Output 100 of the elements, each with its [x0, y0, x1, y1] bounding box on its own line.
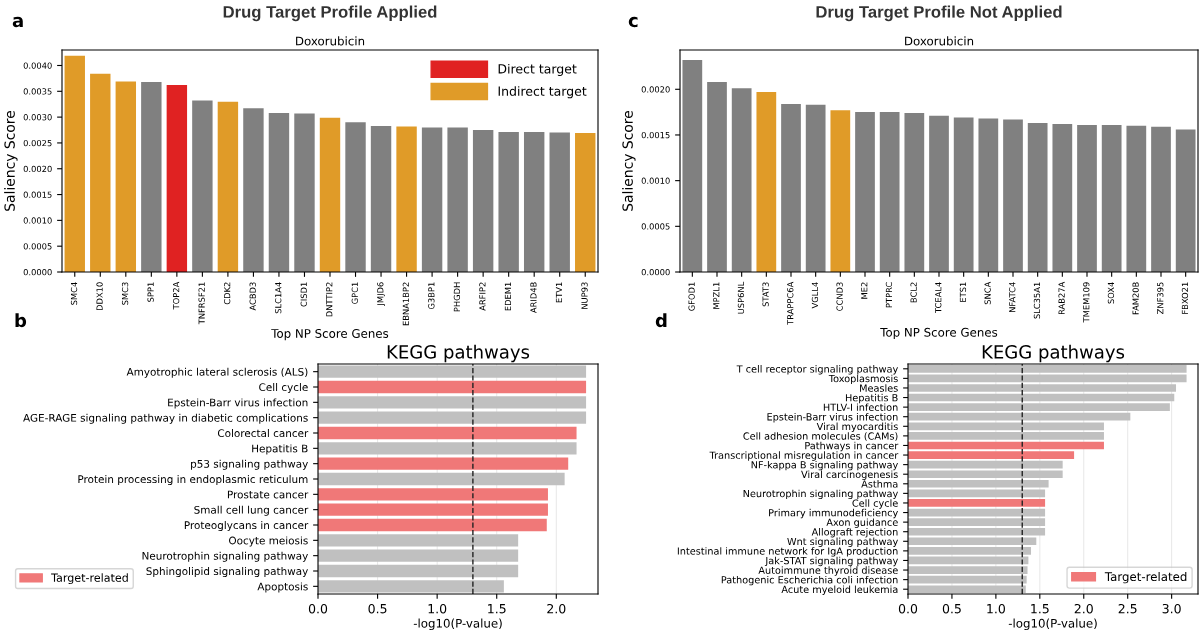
bar: [141, 82, 162, 272]
y-tick-label: 0.0030: [23, 114, 52, 121]
bar: [879, 112, 900, 272]
y-tick-label: 0.0010: [641, 177, 670, 184]
text: b: [15, 313, 27, 328]
y-tick-label: 0.0020: [23, 165, 52, 173]
bar: [1101, 124, 1122, 272]
bar: [682, 60, 703, 272]
bar: [318, 380, 587, 394]
x-tick-label: ARFIP2: [479, 282, 486, 311]
y-tick-label: Toxoplasmosis: [828, 374, 898, 385]
y-tick-label: Measles: [860, 384, 898, 392]
x-tick-label: SMC4: [70, 282, 78, 305]
y-tick-label: Acute myeloid leukemia: [781, 585, 898, 595]
bar: [523, 132, 545, 272]
x-tick-label: EBNA1BP2: [402, 282, 409, 326]
y-tick-label: Protein processing in endoplasmic reticulum: [78, 475, 308, 486]
bar: [731, 88, 752, 272]
bar: [498, 132, 519, 272]
bar: [268, 112, 290, 272]
x-tick-label: 1.5: [488, 604, 506, 614]
y-tick-label: Prostate cancer: [227, 490, 309, 499]
x-tick-label: 1.0: [428, 603, 447, 614]
y-tick-label: Colorectal cancer: [217, 429, 309, 438]
bar: [908, 374, 1187, 383]
x-tick-label: 0.0: [898, 603, 918, 614]
x-tick-label: TMEM109: [1083, 282, 1090, 323]
y-tick-label: Axon guidance: [826, 518, 898, 528]
y-tick-label: AGE-RAGE signaling pathway in diabetic complications: [23, 413, 308, 424]
y-tick-label: Pathways in cancer: [805, 441, 899, 452]
y-tick-label: Primary immunodeficiency: [769, 508, 898, 519]
bar: [1175, 129, 1196, 272]
bar: [908, 441, 1104, 450]
bar: [908, 489, 1046, 498]
y-tick-label: Apoptosis: [257, 582, 308, 593]
bar: [217, 101, 239, 272]
x-tick-label: TNFRSF21: [198, 282, 205, 325]
text: a: [12, 16, 23, 28]
x-axis-title: -log10(P-value): [413, 618, 502, 631]
y-tick-label: 0.0020: [641, 86, 670, 93]
bar: [781, 103, 801, 272]
x-tick-label: SPP1: [147, 282, 154, 302]
bar: [294, 113, 315, 272]
x-tick-label: VGLL4: [811, 282, 819, 309]
y-tick-label: Allograft rejection: [811, 528, 898, 538]
bar: [908, 479, 1049, 488]
x-tick-label: ACBD3: [249, 282, 256, 311]
x-tick-label: GFOD1: [688, 282, 695, 311]
x-tick-label: 2.0: [547, 603, 566, 614]
bar: [318, 396, 587, 409]
bar: [370, 125, 392, 272]
x-tick-label: NFATC4: [1009, 282, 1016, 312]
x-tick-label: 0.0: [308, 603, 328, 614]
y-tick-label: Autoimmune thyroid disease: [758, 566, 898, 576]
x-tick-label: SMC3: [121, 282, 129, 305]
bar: [1052, 124, 1073, 272]
y-tick-label: Cell cycle: [852, 499, 898, 509]
legend-label: Direct target: [498, 63, 577, 76]
bar: [318, 488, 548, 501]
bar: [575, 133, 596, 272]
y-tick-label: Viral carcinogenesis: [801, 470, 898, 480]
x-tick-label: FBXO21: [1181, 282, 1189, 314]
x-axis-title: Top NP Score Genes: [271, 328, 389, 341]
bar: [319, 117, 341, 272]
x-tick-label: CDK2: [224, 282, 231, 305]
bar: [318, 472, 565, 486]
x-tick-label: RAB27A: [1058, 281, 1065, 315]
bar: [166, 85, 188, 272]
y-tick-label: 0.0015: [641, 131, 670, 139]
text: d: [655, 313, 667, 328]
bar: [908, 547, 1032, 555]
x-tick-label: USP6NL: [737, 281, 745, 314]
x-tick-label: 1.5: [1031, 604, 1049, 614]
y-tick-label: 0.0005: [641, 223, 670, 230]
y-tick-label: Cell adhesion molecules (CAMs): [743, 432, 898, 441]
x-tick-label: GPC1: [351, 282, 358, 304]
y-tick-label: Oocyte meiosis: [229, 536, 308, 547]
bar: [318, 442, 577, 455]
bar: [243, 108, 264, 272]
legend-label: Target-related: [51, 573, 128, 584]
x-tick-label: ZNF395: [1157, 282, 1164, 314]
y-tick-label: Asthma: [861, 480, 898, 488]
x-axis-title: Top NP Score Genes: [880, 327, 998, 340]
x-tick-label: 3.0: [1162, 603, 1181, 614]
x-tick-label: SOX4: [1107, 282, 1115, 304]
bar: [908, 575, 1027, 584]
x-tick-label: BCL2: [910, 282, 917, 303]
x-tick-label: ME2: [861, 282, 868, 299]
y-tick-label: Intestinal immune network for IgA production: [677, 547, 898, 557]
y-tick-label: 0.0035: [23, 88, 52, 95]
y-axis-title: Saliency Score: [622, 110, 636, 211]
x-tick-label: ETS1: [959, 282, 967, 302]
bar: [908, 432, 1104, 440]
y-tick-label: Hepatitis B: [252, 444, 308, 455]
x-tick-label: 2.5: [1118, 603, 1137, 614]
bar: [908, 384, 1177, 392]
bar: [318, 411, 587, 424]
bar: [318, 564, 519, 578]
chart-title: KEGG pathways: [387, 344, 530, 363]
x-tick-label: 0.5: [368, 603, 387, 614]
